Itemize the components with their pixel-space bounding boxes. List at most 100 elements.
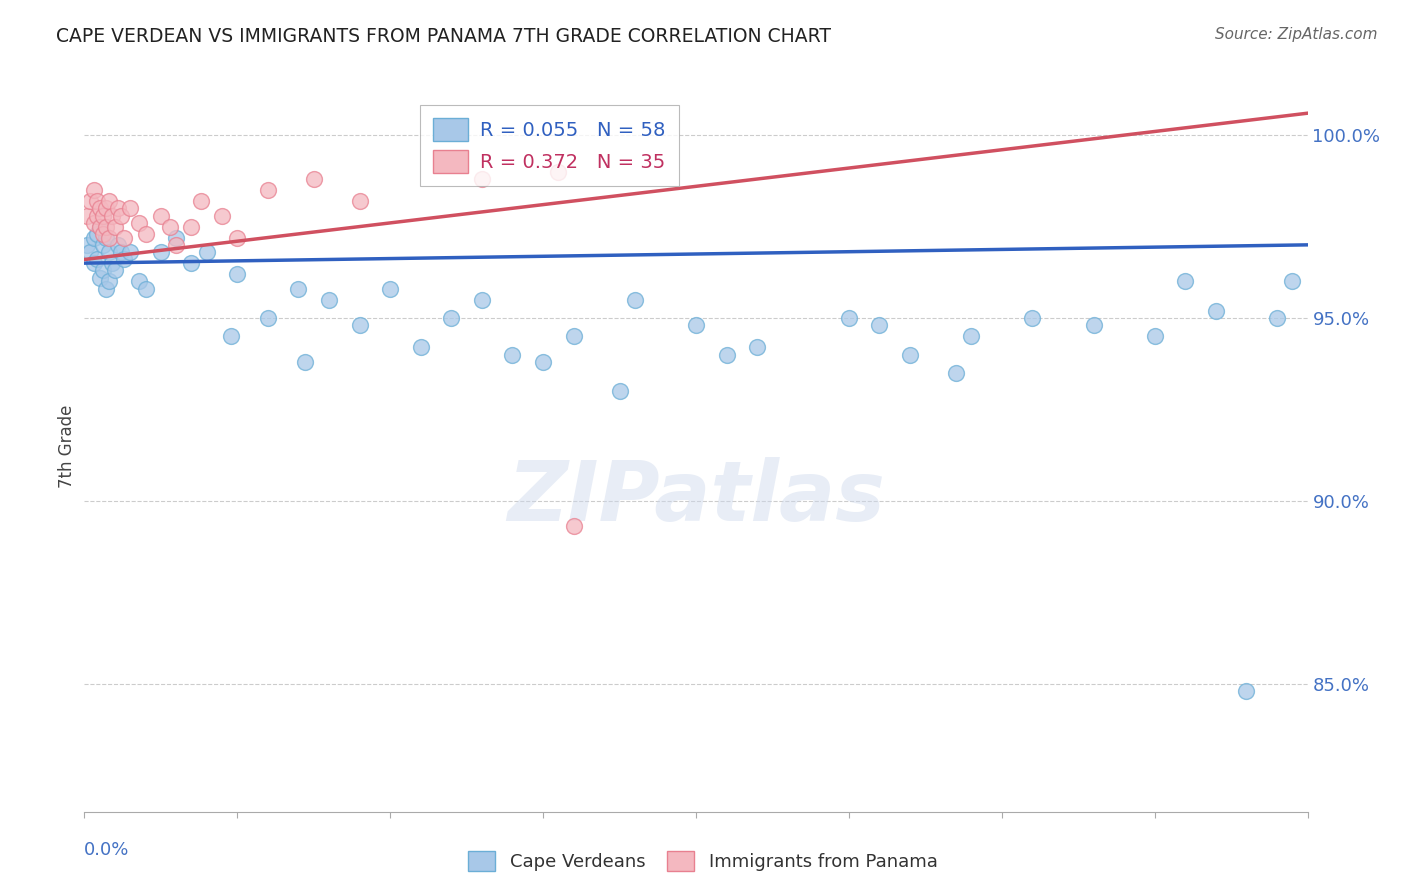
- Point: [83, 230, 105, 244]
- Point: [195, 245, 218, 260]
- Point: [440, 311, 463, 326]
- Point: [869, 318, 891, 333]
- Point: [380, 282, 402, 296]
- Point: [97, 194, 120, 208]
- Point: [898, 348, 921, 362]
- Point: [226, 267, 249, 281]
- Point: [94, 230, 117, 244]
- Point: [76, 209, 98, 223]
- Point: [226, 230, 249, 244]
- Point: [83, 216, 105, 230]
- Text: Source: ZipAtlas.com: Source: ZipAtlas.com: [1215, 27, 1378, 42]
- Point: [624, 293, 647, 307]
- Point: [190, 194, 212, 208]
- Point: [562, 329, 585, 343]
- Legend: Cape Verdeans, Immigrants from Panama: Cape Verdeans, Immigrants from Panama: [461, 844, 945, 879]
- Point: [107, 237, 129, 252]
- Point: [91, 263, 114, 277]
- Point: [76, 237, 98, 252]
- Point: [165, 230, 187, 244]
- Point: [219, 329, 242, 343]
- Point: [1265, 311, 1288, 326]
- Point: [1281, 274, 1303, 288]
- Point: [89, 219, 111, 234]
- Point: [149, 209, 172, 223]
- Y-axis label: 7th Grade: 7th Grade: [58, 404, 76, 488]
- Point: [502, 348, 524, 362]
- Point: [409, 340, 432, 354]
- Point: [83, 183, 105, 197]
- Point: [318, 293, 340, 307]
- Point: [471, 293, 494, 307]
- Point: [89, 202, 111, 216]
- Point: [110, 245, 132, 260]
- Point: [112, 230, 135, 244]
- Point: [91, 227, 114, 241]
- Text: ZIPatlas: ZIPatlas: [508, 457, 884, 538]
- Point: [97, 245, 120, 260]
- Point: [91, 237, 114, 252]
- Point: [960, 329, 983, 343]
- Point: [1083, 318, 1105, 333]
- Point: [107, 202, 129, 216]
- Point: [257, 311, 280, 326]
- Point: [685, 318, 707, 333]
- Point: [547, 164, 569, 178]
- Point: [349, 318, 371, 333]
- Point: [86, 227, 108, 241]
- Point: [135, 282, 157, 296]
- Point: [531, 355, 554, 369]
- Point: [97, 230, 120, 244]
- Point: [83, 256, 105, 270]
- Point: [89, 270, 111, 285]
- Point: [838, 311, 860, 326]
- Point: [120, 245, 142, 260]
- Point: [149, 245, 172, 260]
- Point: [94, 282, 117, 296]
- Point: [79, 194, 101, 208]
- Point: [110, 209, 132, 223]
- Point: [302, 172, 325, 186]
- Point: [86, 209, 108, 223]
- Point: [86, 194, 108, 208]
- Point: [128, 274, 150, 288]
- Point: [287, 282, 309, 296]
- Point: [159, 219, 181, 234]
- Point: [1236, 684, 1258, 698]
- Point: [120, 202, 142, 216]
- Point: [294, 355, 316, 369]
- Point: [747, 340, 769, 354]
- Point: [86, 252, 108, 267]
- Point: [112, 252, 135, 267]
- Text: 0.0%: 0.0%: [84, 841, 129, 859]
- Point: [165, 237, 187, 252]
- Point: [91, 209, 114, 223]
- Point: [104, 219, 127, 234]
- Point: [349, 194, 371, 208]
- Point: [945, 366, 967, 380]
- Point: [1174, 274, 1197, 288]
- Point: [128, 216, 150, 230]
- Point: [89, 219, 111, 234]
- Point: [135, 227, 157, 241]
- Point: [609, 384, 631, 398]
- Point: [94, 202, 117, 216]
- Point: [562, 519, 585, 533]
- Point: [101, 209, 124, 223]
- Point: [471, 172, 494, 186]
- Point: [716, 348, 738, 362]
- Point: [79, 245, 101, 260]
- Point: [180, 219, 202, 234]
- Legend: R = 0.055   N = 58, R = 0.372   N = 35: R = 0.055 N = 58, R = 0.372 N = 35: [419, 104, 679, 186]
- Point: [180, 256, 202, 270]
- Text: CAPE VERDEAN VS IMMIGRANTS FROM PANAMA 7TH GRADE CORRELATION CHART: CAPE VERDEAN VS IMMIGRANTS FROM PANAMA 7…: [56, 27, 831, 45]
- Point: [1205, 303, 1227, 318]
- Point: [94, 219, 117, 234]
- Point: [211, 209, 233, 223]
- Point: [1021, 311, 1043, 326]
- Point: [104, 263, 127, 277]
- Point: [101, 256, 124, 270]
- Point: [257, 183, 280, 197]
- Point: [97, 274, 120, 288]
- Point: [1143, 329, 1166, 343]
